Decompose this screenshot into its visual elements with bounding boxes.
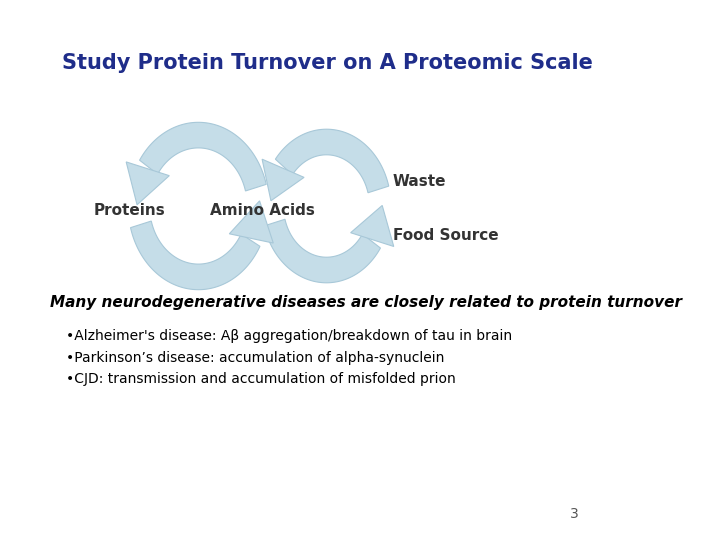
Text: •Parkinson’s disease: accumulation of alpha-synuclein: •Parkinson’s disease: accumulation of al… (66, 351, 444, 364)
Text: Amino Acids: Amino Acids (210, 204, 315, 218)
Text: Waste: Waste (392, 174, 446, 189)
Text: Proteins: Proteins (94, 204, 166, 218)
Text: •CJD: transmission and accumulation of misfolded prion: •CJD: transmission and accumulation of m… (66, 373, 456, 387)
Text: Food Source: Food Source (392, 228, 498, 243)
Text: 3: 3 (570, 507, 579, 521)
Polygon shape (351, 205, 394, 246)
Polygon shape (264, 219, 380, 283)
Text: Study Protein Turnover on A Proteomic Scale: Study Protein Turnover on A Proteomic Sc… (62, 53, 593, 73)
Text: •Alzheimer's disease: Aβ aggregation/breakdown of tau in brain: •Alzheimer's disease: Aβ aggregation/bre… (66, 329, 512, 343)
Text: Many neurodegenerative diseases are closely related to protein turnover: Many neurodegenerative diseases are clos… (50, 295, 682, 309)
Polygon shape (130, 221, 260, 289)
Polygon shape (262, 159, 304, 201)
Polygon shape (275, 129, 389, 193)
Polygon shape (140, 123, 266, 191)
Polygon shape (126, 162, 169, 205)
Polygon shape (230, 201, 274, 243)
